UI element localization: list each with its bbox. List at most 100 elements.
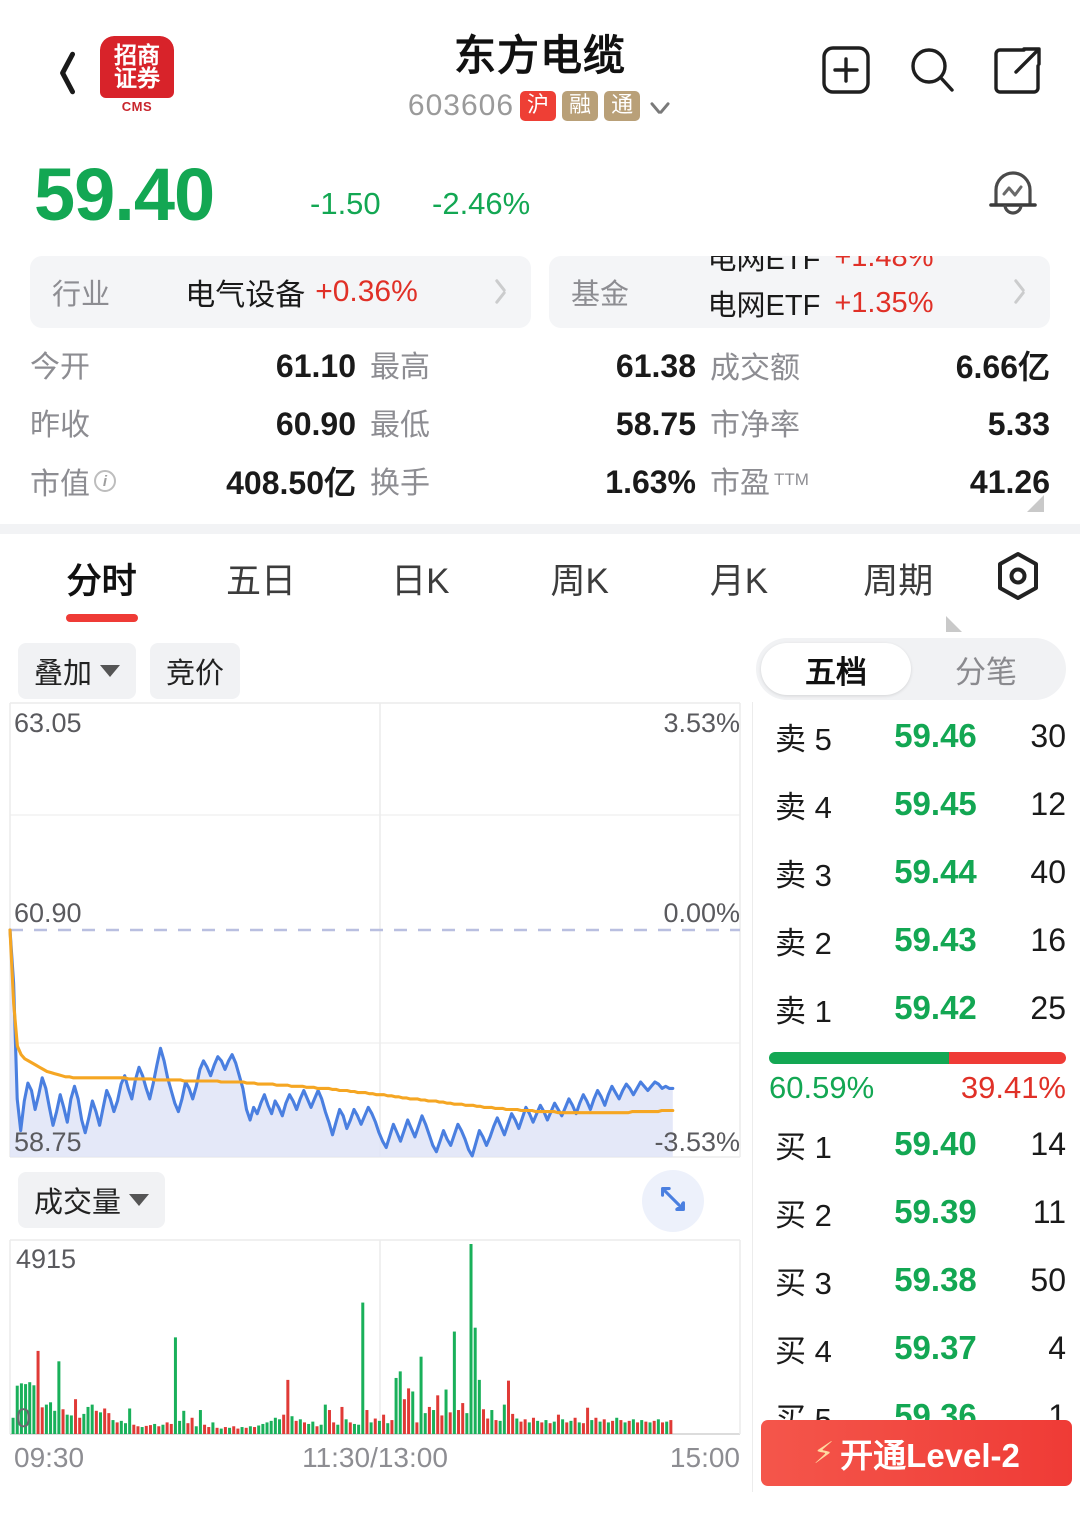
open-level2-button[interactable]: ⚡ 开通Level-2 (761, 1420, 1072, 1486)
stat-turnover-amount: 成交额 6.66亿 (710, 342, 1050, 392)
intraday-price-chart[interactable]: 63.05 3.53% 60.90 0.00% 58.75 -3.53% (0, 702, 750, 1164)
tab-weekly-k[interactable]: 周K (500, 549, 659, 604)
chart-settings-button[interactable] (978, 550, 1058, 602)
table-row[interactable]: 卖 2 59.43 16 (753, 906, 1080, 974)
fund-change: +1.35% (834, 286, 934, 319)
toggle-option-wudang[interactable]: 五档 (761, 643, 911, 695)
broker-logo[interactable]: 招商 证券 CMS (100, 36, 174, 114)
volume-label: 成交量 (34, 1187, 122, 1219)
auction-button[interactable]: 竞价 (150, 643, 241, 699)
back-button[interactable] (36, 44, 86, 100)
ask-qty: 16 (1030, 921, 1066, 958)
stat-value: 6.66亿 (955, 349, 1050, 385)
bid-label: 买 2 (775, 1197, 832, 1233)
ask-label: 卖 4 (775, 789, 832, 825)
fund-card[interactable]: 基金 电网ETF +1.48% 电网ETF +1.35% (549, 256, 1050, 328)
chart-control-bar: 叠加 竞价 五档 分笔 (0, 638, 1080, 702)
ratio-bar-buy (769, 1052, 949, 1064)
info-card-row: 行业 电气设备 +0.36% 基金 电网ETF +1.48% 电网ETF +1.… (0, 256, 1080, 328)
table-row[interactable]: 买 1 59.40 14 (753, 1110, 1080, 1178)
chevron-down-icon (100, 665, 121, 677)
stat-open: 今开 61.10 (30, 342, 370, 392)
chart-tab-bar: 分时 五日 日K 周K 月K 周期 (0, 534, 1080, 632)
chevron-right-icon (1012, 277, 1032, 307)
level2-label: 开通Level-2 (840, 1437, 1020, 1474)
industry-change: +0.36% (315, 275, 418, 308)
stat-label: 最低 (370, 409, 430, 442)
volume-indicator-button[interactable]: 成交量 (18, 1172, 166, 1228)
add-icon[interactable] (816, 40, 876, 100)
stat-pb-ratio: 市净率 5.33 (710, 400, 1050, 450)
price-change: -1.50 (310, 186, 381, 221)
tab-daily-k[interactable]: 日K (341, 549, 500, 604)
time-axis-start: 09:30 (14, 1442, 85, 1473)
price-change-percent: -2.46% (432, 186, 531, 221)
table-row[interactable]: 买 2 59.39 11 (753, 1178, 1080, 1246)
bid-qty: 11 (1032, 1193, 1066, 1230)
stat-value: 408.50亿 (226, 465, 356, 501)
stat-value: 60.90 (275, 406, 356, 442)
tab-label: 五日 (225, 561, 296, 601)
chevron-down-icon[interactable] (650, 95, 672, 117)
stat-low: 最低 58.75 (370, 400, 710, 450)
stat-market-cap[interactable]: 市值 i 408.50亿 (30, 458, 370, 508)
stat-value: 58.75 (615, 406, 696, 442)
tab-label: 分时 (66, 561, 137, 601)
search-icon[interactable] (902, 40, 962, 100)
industry-label: 行业 (52, 279, 111, 311)
stock-code: 603606 (407, 89, 515, 122)
tab-wuri[interactable]: 五日 (181, 549, 340, 604)
table-row[interactable]: 卖 3 59.44 40 (753, 838, 1080, 906)
ask-qty: 40 (1030, 853, 1066, 890)
tab-fenshi[interactable]: 分时 (22, 549, 181, 604)
tab-label: 周K (550, 561, 609, 601)
chart-column: 63.05 3.53% 60.90 0.00% 58.75 -3.53% 成交量 (0, 702, 750, 1492)
broker-logo-line2: 证券 (114, 65, 160, 91)
overlay-button[interactable]: 叠加 (18, 643, 137, 699)
fund-name: 电网ETF (707, 290, 821, 322)
price-axis-mid: 60.90 (14, 898, 82, 928)
chart-and-book-area: 63.05 3.53% 60.90 0.00% 58.75 -3.53% 成交量 (0, 702, 1080, 1492)
bid-price: 59.38 (894, 1261, 977, 1298)
toggle-label: 五档 (805, 654, 867, 690)
broker-logo-sub: CMS (121, 99, 153, 114)
bid-label: 买 3 (775, 1265, 832, 1301)
fund-ticker: 电网ETF +1.48% 电网ETF +1.35% (629, 256, 1012, 328)
tab-label: 周期 (863, 561, 934, 601)
expand-corner-icon[interactable] (1027, 495, 1044, 512)
ask-label: 卖 5 (775, 721, 832, 757)
expand-fullscreen-button[interactable] (642, 1170, 704, 1232)
stat-label: 市盈 TTM (710, 458, 809, 502)
table-row[interactable]: 买 4 59.37 4 (753, 1314, 1080, 1382)
stat-value: 61.38 (615, 348, 696, 384)
ask-price: 59.42 (894, 989, 977, 1026)
volume-chart-svg (9, 1239, 741, 1435)
quote-summary: 59.40 -1.50 -2.46% (0, 158, 1080, 248)
tab-monthly-k[interactable]: 月K (659, 549, 818, 604)
ask-label: 卖 2 (775, 925, 832, 961)
toggle-option-fenbi[interactable]: 分笔 (911, 643, 1061, 695)
table-row[interactable]: 卖 5 59.46 30 (753, 702, 1080, 770)
broker-logo-line1: 招商 (114, 42, 160, 68)
ask-qty: 30 (1030, 717, 1066, 754)
price-axis-bottom: 58.75 (14, 1127, 82, 1157)
volume-axis-max: 4915 (16, 1244, 77, 1274)
app-header: 招商 证券 CMS 东方电缆 603606 沪 融 通 (0, 0, 1080, 140)
table-row[interactable]: 买 3 59.38 50 (753, 1246, 1080, 1314)
price-alert-bell-icon[interactable] (984, 164, 1042, 224)
bid-qty: 4 (1048, 1329, 1066, 1366)
tab-period[interactable]: 周期 (819, 549, 978, 604)
fund-ticker-item: 电网ETF +1.48% (629, 256, 1012, 280)
table-row[interactable]: 卖 4 59.45 12 (753, 770, 1080, 838)
table-row[interactable]: 卖 1 59.42 25 (753, 974, 1080, 1042)
bid-label: 买 4 (775, 1333, 832, 1369)
chevron-left-icon (48, 49, 74, 95)
share-icon[interactable] (988, 40, 1048, 100)
info-icon[interactable]: i (94, 470, 116, 492)
period-dropdown-indicator-icon[interactable] (946, 616, 962, 632)
auction-label: 竞价 (166, 658, 225, 690)
industry-card[interactable]: 行业 电气设备 +0.36% (30, 256, 531, 328)
fund-ticker-item: 电网ETF +1.35% (629, 280, 1012, 326)
volume-chart[interactable]: 4915 0 (0, 1238, 750, 1438)
